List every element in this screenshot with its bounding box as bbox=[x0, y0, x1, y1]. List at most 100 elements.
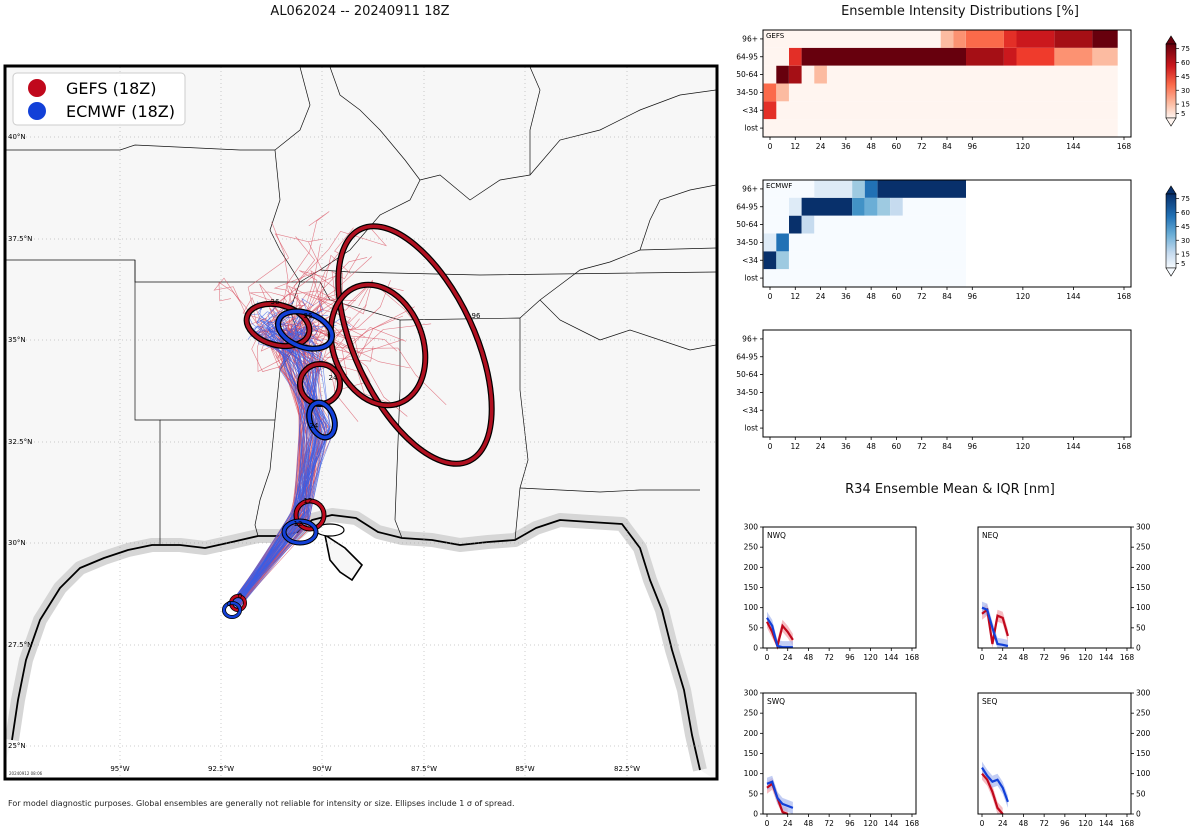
x-tick-label: 96 bbox=[1060, 819, 1070, 828]
x-tick-label: 72 bbox=[824, 819, 834, 828]
gefs-label-24: 24 bbox=[329, 374, 338, 382]
legend-gefs-marker bbox=[28, 79, 46, 97]
x-tick-label: 120 bbox=[1016, 292, 1031, 301]
y-tick-label: 250 bbox=[1136, 543, 1151, 552]
heatmap-model-label: ECMWF bbox=[766, 182, 792, 190]
x-tick-label: 84 bbox=[942, 442, 952, 451]
y-tick-label: 64-95 bbox=[736, 352, 758, 361]
heatmap-cell bbox=[789, 65, 802, 84]
y-tick-label: 100 bbox=[744, 603, 759, 612]
x-tick-label: 60 bbox=[892, 292, 902, 301]
heatmap-cell bbox=[966, 47, 1004, 66]
y-tick-label: 150 bbox=[1136, 749, 1151, 758]
map-stamp: 20240912 08:06 bbox=[9, 771, 43, 776]
gefs-label-96: 96 bbox=[472, 312, 481, 320]
heatmap-cell bbox=[953, 30, 966, 48]
heatmap-cell bbox=[763, 101, 1118, 120]
graticule bbox=[6, 67, 716, 778]
main-title: AL062024 -- 20240911 18Z bbox=[270, 4, 450, 19]
lat-label: 25°N bbox=[8, 742, 26, 750]
y-tick-label: lost bbox=[744, 124, 758, 133]
y-tick-label: 64-95 bbox=[736, 52, 758, 61]
colorbar-tick-label: 15 bbox=[1181, 101, 1190, 109]
heatmap-cell bbox=[877, 197, 891, 216]
y-tick-label: 200 bbox=[744, 729, 759, 738]
mean-line-ecmwf bbox=[766, 780, 794, 809]
heatmap-cell bbox=[890, 197, 903, 216]
heatmap-cell bbox=[763, 215, 966, 234]
y-tick-label: <34 bbox=[742, 106, 758, 115]
x-tick-label: 96 bbox=[968, 142, 978, 151]
heatmap-cell bbox=[776, 233, 789, 252]
y-tick-label: 250 bbox=[744, 709, 759, 718]
intensity-title: Ensemble Intensity Distributions [%] bbox=[841, 4, 1079, 19]
x-tick-label: 168 bbox=[905, 819, 920, 828]
x-tick-label: 72 bbox=[917, 292, 927, 301]
x-tick-label: 48 bbox=[866, 292, 876, 301]
mean-line-gefs bbox=[981, 772, 1004, 815]
x-tick-label: 0 bbox=[765, 653, 770, 662]
y-tick-label: lost bbox=[744, 424, 758, 433]
y-tick-label: 96+ bbox=[742, 34, 758, 43]
x-tick-label: 24 bbox=[783, 819, 793, 828]
x-tick-label: 24 bbox=[783, 653, 793, 662]
colorbar-tick-label: 45 bbox=[1181, 223, 1190, 231]
heatmap-cell bbox=[814, 180, 853, 198]
x-tick-label: 0 bbox=[768, 442, 773, 451]
x-tick-label: 168 bbox=[1120, 653, 1135, 662]
x-tick-label: 48 bbox=[804, 653, 814, 662]
lat-label: 32.5°N bbox=[8, 438, 32, 446]
y-tick-label: 34-50 bbox=[736, 238, 758, 247]
lat-label: 27.5°N bbox=[8, 641, 32, 649]
y-tick-label: 0 bbox=[1136, 644, 1141, 653]
legend-gefs-label: GEFS (18Z) bbox=[66, 79, 156, 98]
y-tick-label: lost bbox=[744, 274, 758, 283]
colorbar-tick-label: 60 bbox=[1181, 209, 1190, 217]
y-tick-label: 50 bbox=[1136, 623, 1146, 632]
x-tick-label: 36 bbox=[841, 442, 851, 451]
y-tick-label: 50 bbox=[748, 789, 758, 798]
r34-seq-panel: SEQ 0 50 100 150 200 250 300 0 24 48 72 96 120 144 168 bbox=[977, 689, 1151, 828]
heatmap-cell bbox=[763, 119, 1118, 137]
colorbar-tick-label: 45 bbox=[1181, 73, 1190, 81]
x-tick-label: 120 bbox=[1078, 653, 1093, 662]
heatmap-cell bbox=[763, 83, 1118, 102]
ensemble-track bbox=[238, 272, 356, 608]
coastline bbox=[11, 514, 701, 771]
intensity-panels: GEFS 96+ 64-95 50-64 34-50 <34 lost 0 12 24 36 48 60… bbox=[736, 29, 1190, 451]
lon-label: 82.5°W bbox=[614, 765, 640, 773]
quadrant-label: NEQ bbox=[982, 531, 998, 540]
heatmap-cell bbox=[763, 30, 789, 48]
y-tick-label: 0 bbox=[753, 644, 758, 653]
ecmwf-intensity-panel: ECMWF 96+ 64-95 50-64 34-50 <34 lost 0 12 24 36 48 6… bbox=[736, 179, 1132, 301]
heatmap-cell bbox=[763, 251, 777, 270]
heatmap-cell bbox=[801, 47, 966, 66]
x-tick-label: 36 bbox=[841, 292, 851, 301]
gefs-label-36: 36 bbox=[271, 298, 280, 306]
gefs-ellipses bbox=[229, 223, 495, 612]
x-tick-label: 12 bbox=[791, 142, 801, 151]
y-tick-label: 0 bbox=[1136, 810, 1141, 819]
heatmap-cell bbox=[763, 233, 777, 252]
ecmwf-colorbar bbox=[1165, 185, 1177, 277]
x-tick-label: 48 bbox=[866, 142, 876, 151]
x-tick-label: 120 bbox=[1078, 819, 1093, 828]
colorbar-tick-label: 5 bbox=[1181, 260, 1185, 268]
x-tick-label: 96 bbox=[1060, 653, 1070, 662]
r34-title: R34 Ensemble Mean & IQR [nm] bbox=[845, 482, 1055, 497]
heatmap-cell bbox=[1054, 47, 1093, 66]
heatmap-cell bbox=[776, 65, 789, 84]
x-tick-label: 36 bbox=[841, 142, 851, 151]
x-tick-label: 48 bbox=[804, 819, 814, 828]
gefs-intensity-panel: GEFS 96+ 64-95 50-64 34-50 <34 lost 0 12 24 36 48 60… bbox=[736, 29, 1132, 151]
lon-label: 87.5°W bbox=[411, 765, 437, 773]
ecmwf-ellipses bbox=[222, 308, 338, 619]
ensemble-track bbox=[235, 323, 316, 609]
quadrant-label: SWQ bbox=[767, 697, 785, 706]
x-tick-label: 24 bbox=[998, 819, 1008, 828]
ensemble-track bbox=[233, 322, 326, 602]
x-tick-label: 72 bbox=[824, 653, 834, 662]
x-tick-label: 24 bbox=[998, 653, 1008, 662]
iqr-band-ecmwf bbox=[982, 761, 1008, 808]
